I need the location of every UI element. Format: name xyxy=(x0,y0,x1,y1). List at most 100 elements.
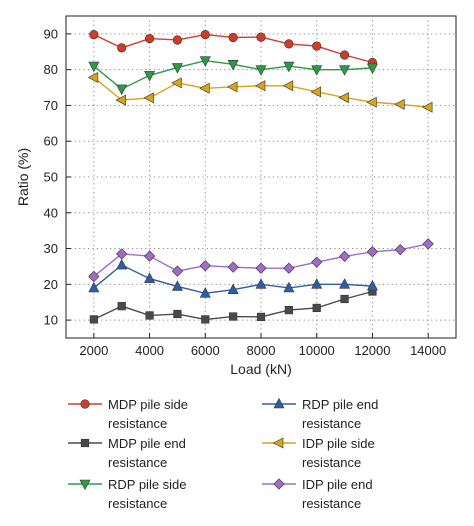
data-point-rdp-side xyxy=(366,63,378,75)
data-point-mdp-side xyxy=(200,30,210,40)
grid xyxy=(66,16,456,338)
data-point-rdp-side xyxy=(116,84,128,96)
data-point-rdp-side xyxy=(311,65,323,76)
legend-label-mdp-end: MDP pile end xyxy=(108,436,186,451)
legend-label-mdp-end: resistance xyxy=(108,455,167,470)
legend-marker-idp-end xyxy=(273,478,285,490)
data-point-mdp-side xyxy=(172,35,183,45)
legend-label-idp-side: resistance xyxy=(302,455,361,470)
series-line-idp-side xyxy=(93,76,429,108)
legend-label-mdp-side: resistance xyxy=(108,416,167,431)
data-point-idp-end xyxy=(422,238,434,250)
data-point-idp-side xyxy=(254,80,266,92)
data-point-mdp-side xyxy=(144,33,155,44)
data-point-mdp-end xyxy=(173,309,182,319)
legend-marker-mdp-side xyxy=(80,399,90,409)
data-point-idp-end xyxy=(394,244,406,256)
data-point-rdp-side xyxy=(255,65,267,76)
data-point-mdp-side xyxy=(89,30,99,40)
data-point-idp-side xyxy=(421,101,433,113)
data-point-idp-end xyxy=(311,256,323,268)
data-point-rdp-side xyxy=(227,59,239,71)
data-point-idp-end xyxy=(227,261,239,273)
data-point-rdp-end xyxy=(227,283,239,295)
y-tick-label: 70 xyxy=(44,98,58,113)
series-layer xyxy=(87,30,434,324)
legend-item-idp-end: IDP pile end resistance xyxy=(262,477,373,511)
data-point-idp-side xyxy=(199,82,210,94)
data-point-rdp-side xyxy=(339,65,351,76)
data-point-idp-end xyxy=(116,248,128,260)
y-tick-label: 90 xyxy=(44,26,58,41)
data-point-idp-side xyxy=(338,92,349,104)
x-tick-label: 14000 xyxy=(410,343,446,358)
x-tick-label: 2000 xyxy=(79,343,108,358)
data-point-mdp-end xyxy=(89,315,98,324)
legend-label-idp-side: IDP pile side xyxy=(302,436,375,451)
data-point-rdp-end xyxy=(339,278,351,289)
data-point-mdp-end xyxy=(284,305,293,315)
series-idp-side xyxy=(87,72,433,113)
data-point-rdp-end xyxy=(199,287,211,298)
data-point-idp-side xyxy=(143,92,154,104)
legend-item-idp-side: IDP pile side resistance xyxy=(262,436,375,470)
legend-marker-rdp-side xyxy=(79,479,91,491)
data-point-mdp-end xyxy=(201,315,210,324)
y-tick-label: 80 xyxy=(44,62,58,77)
data-point-mdp-end xyxy=(117,302,126,311)
data-point-idp-side xyxy=(226,81,238,93)
series-rdp-end xyxy=(88,258,378,298)
data-point-rdp-side xyxy=(88,61,100,73)
data-point-idp-end xyxy=(283,262,295,274)
y-tick-label: 30 xyxy=(44,241,58,256)
legend-marker-mdp-end xyxy=(80,438,90,448)
legend-label-idp-end: IDP pile end xyxy=(302,477,373,492)
legend: MDP pile side resistance MDP pile end resis… xyxy=(68,397,378,511)
legend-label-mdp-side: MDP pile side xyxy=(108,397,188,412)
legend-label-rdp-side: resistance xyxy=(108,496,167,511)
data-point-idp-side xyxy=(310,86,322,98)
legend-label-rdp-side: RDP pile side xyxy=(108,477,187,492)
x-axis-title: Load (kN) xyxy=(230,361,291,377)
data-point-mdp-side xyxy=(228,32,238,43)
data-point-rdp-side xyxy=(283,61,295,73)
data-point-mdp-end xyxy=(340,294,349,304)
data-point-rdp-end xyxy=(366,279,378,291)
data-point-mdp-end xyxy=(312,303,321,313)
axis-ticks: 2000 4000 6000 8000 10000 12000 14000 10 20 30 40 5… xyxy=(44,26,447,358)
legend-item-mdp-side: MDP pile side resistance xyxy=(68,397,188,431)
data-point-idp-end xyxy=(366,246,379,258)
data-point-rdp-end xyxy=(171,280,183,291)
data-point-rdp-end xyxy=(116,258,128,270)
series-mdp-end xyxy=(89,287,377,324)
legend-item-rdp-side: RDP pile side resistance xyxy=(68,477,187,511)
data-point-idp-end xyxy=(255,262,267,274)
data-point-idp-end xyxy=(171,265,184,277)
y-tick-label: 60 xyxy=(44,134,58,149)
data-point-rdp-end xyxy=(144,272,156,283)
legend-marker-idp-side xyxy=(272,437,284,449)
x-tick-label: 6000 xyxy=(191,343,220,358)
y-tick-label: 40 xyxy=(44,205,58,220)
data-point-idp-end xyxy=(88,270,100,283)
data-point-idp-side xyxy=(171,77,182,89)
series-mdp-side xyxy=(89,30,378,68)
data-point-rdp-end xyxy=(283,281,295,293)
x-tick-label: 8000 xyxy=(247,343,276,358)
legend-label-rdp-end: resistance xyxy=(302,416,361,431)
data-point-mdp-side xyxy=(339,50,350,60)
data-point-mdp-end xyxy=(145,311,154,320)
data-point-rdp-side xyxy=(199,56,211,67)
data-point-idp-end xyxy=(338,250,351,263)
series-idp-end xyxy=(88,238,434,283)
data-point-mdp-side xyxy=(312,41,322,51)
data-point-rdp-end xyxy=(255,278,267,289)
x-tick-label: 4000 xyxy=(135,343,164,358)
y-tick-label: 20 xyxy=(44,277,58,292)
series-rdp-side xyxy=(88,56,378,96)
data-point-mdp-end xyxy=(256,312,266,321)
data-point-idp-end xyxy=(199,260,211,272)
data-point-mdp-end xyxy=(229,312,238,321)
x-tick-label: 12000 xyxy=(354,343,390,358)
